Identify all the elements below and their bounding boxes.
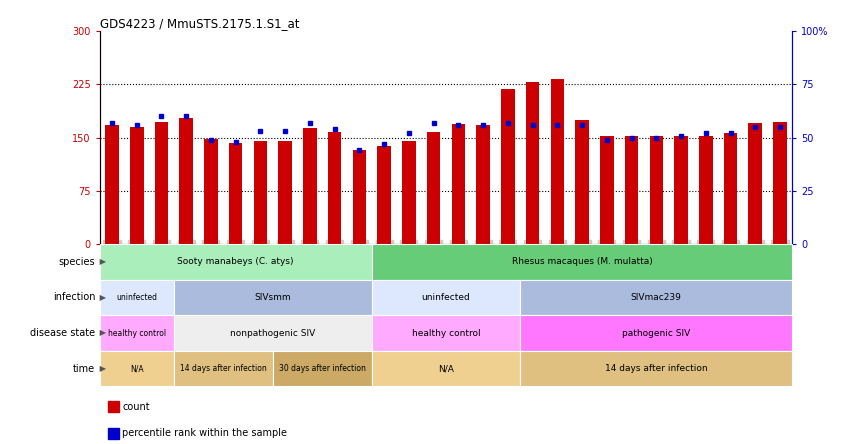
Text: 30 days after infection: 30 days after infection [279,364,365,373]
Bar [699,135,713,244]
Bar [273,351,372,386]
Text: ▶: ▶ [97,258,107,266]
Bar [204,139,217,244]
Bar [303,128,317,244]
Bar [520,280,792,315]
Bar [575,120,589,244]
Bar [520,351,792,386]
Text: GDS4223 / MmuSTS.2175.1.S1_at: GDS4223 / MmuSTS.2175.1.S1_at [100,17,299,30]
Bar [675,136,688,244]
Text: N/A: N/A [438,364,454,373]
Bar [130,127,144,244]
Text: Rhesus macaques (M. mulatta): Rhesus macaques (M. mulatta) [512,258,652,266]
Bar [100,280,174,315]
Text: time: time [73,364,95,373]
Bar [100,351,174,386]
Text: ▶: ▶ [97,329,107,337]
Text: ▶: ▶ [97,364,107,373]
Bar [526,82,540,244]
Bar [372,315,520,351]
Text: percentile rank within the sample: percentile rank within the sample [122,428,288,438]
Text: uninfected: uninfected [116,293,158,302]
Bar [100,244,372,280]
Text: SIVmac239: SIVmac239 [630,293,682,302]
Text: infection: infection [53,293,95,302]
Bar [551,79,564,244]
Text: uninfected: uninfected [422,293,470,302]
Bar [155,122,168,244]
Bar [451,124,465,244]
Bar [174,315,372,351]
Bar [174,280,372,315]
Bar [372,280,520,315]
Bar [278,141,292,244]
Bar [229,143,242,244]
Text: N/A: N/A [130,364,144,373]
Bar [427,132,441,244]
Bar [105,125,119,244]
Text: SIVsmm: SIVsmm [255,293,291,302]
Bar [179,118,193,244]
Bar [520,315,792,351]
Text: healthy control: healthy control [107,329,165,337]
Text: ▶: ▶ [97,293,107,302]
Bar [100,315,174,351]
Bar [372,351,520,386]
Bar [773,122,787,244]
Text: species: species [59,257,95,267]
Text: disease state: disease state [30,328,95,338]
Bar [476,125,490,244]
Bar [402,141,416,244]
Bar [724,133,737,244]
Bar [174,351,273,386]
Text: Sooty manabeys (C. atys): Sooty manabeys (C. atys) [178,258,294,266]
Bar [600,135,614,244]
Text: 14 days after infection: 14 days after infection [180,364,267,373]
Bar [372,244,792,280]
Bar [624,136,638,244]
Bar [328,132,341,244]
Text: healthy control: healthy control [411,329,481,337]
Text: count: count [122,402,150,412]
Text: 14 days after infection: 14 days after infection [605,364,708,373]
Bar [650,136,663,244]
Text: pathogenic SIV: pathogenic SIV [622,329,690,337]
Bar [748,123,762,244]
Bar [254,141,268,244]
Text: nonpathogenic SIV: nonpathogenic SIV [230,329,315,337]
Bar [352,150,366,244]
Bar [501,89,514,244]
Bar [378,146,391,244]
